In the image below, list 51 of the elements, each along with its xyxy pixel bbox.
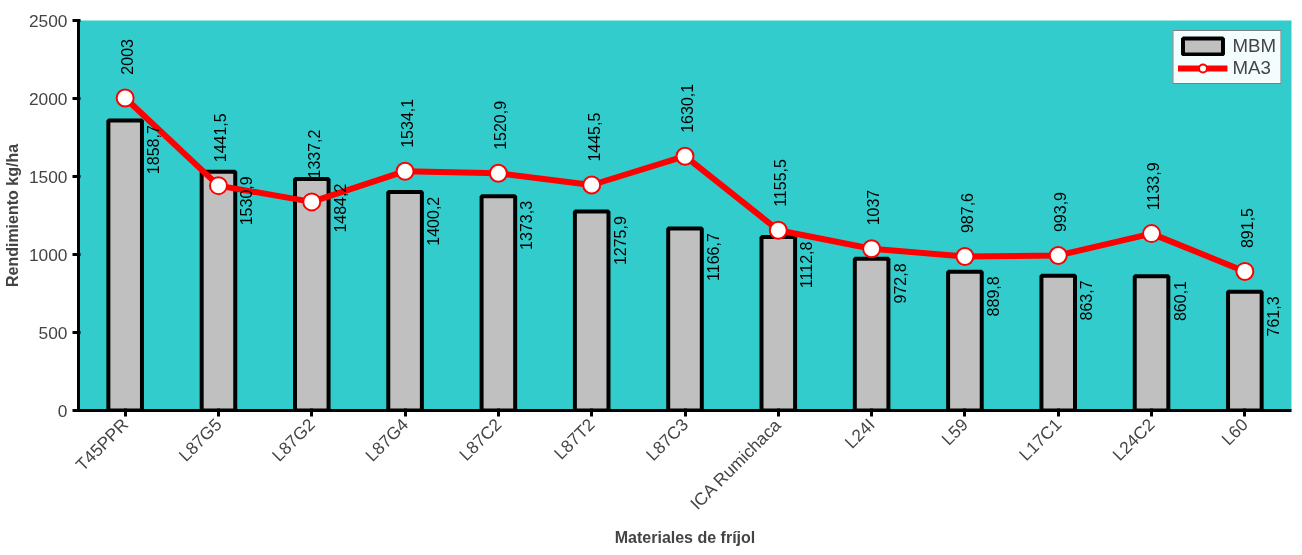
point [488, 163, 508, 183]
x-tick-label: L59 [937, 414, 972, 450]
data-label: 1858,7 [145, 125, 163, 175]
x-tick-label: L60 [1217, 414, 1252, 450]
data-label: 889,8 [984, 276, 1002, 317]
y-tick-label: 2000 [28, 88, 68, 109]
y-axis-title: Rendimiento kg/ha [3, 143, 21, 288]
point [208, 176, 228, 196]
y-tick-label: 2500 [28, 10, 68, 31]
point [395, 161, 415, 181]
point [1235, 261, 1255, 281]
data-label: 1337,2 [305, 129, 323, 179]
data-label: 1400,2 [425, 196, 443, 246]
legend-label: MBM [1232, 35, 1276, 57]
data-label: 1166,7 [704, 233, 722, 281]
data-label: 1520,9 [492, 100, 510, 150]
data-label: 1534,1 [398, 98, 416, 148]
y-tick-label: 0 [57, 400, 68, 421]
data-label: 1155,5 [772, 158, 790, 207]
data-label: 891,5 [1238, 207, 1256, 249]
data-label: 2003 [119, 38, 137, 75]
data-label: 1133,9 [1145, 162, 1163, 211]
data-label: 761,3 [1264, 296, 1282, 337]
data-label: 860,1 [1171, 280, 1189, 322]
y-tick-label: 500 [38, 322, 68, 343]
point [115, 88, 135, 108]
data-label: 1441,5 [212, 113, 230, 163]
data-label: 1484,2 [331, 183, 349, 233]
point [955, 246, 975, 266]
data-label: 1630,1 [678, 83, 696, 133]
legend-label: MA3 [1232, 57, 1271, 79]
point [302, 192, 322, 212]
point [1142, 224, 1162, 244]
point [862, 239, 882, 259]
data-label: 1112,8 [798, 241, 816, 289]
data-label: 1275,9 [611, 216, 629, 266]
data-label: 1445,5 [585, 112, 603, 162]
y-tick-label: 1500 [28, 166, 68, 187]
point [1048, 245, 1068, 265]
point [675, 146, 695, 166]
data-label: 1373,3 [518, 200, 536, 250]
data-label: 993,9 [1052, 191, 1070, 233]
data-label: 863,7 [1078, 280, 1096, 321]
point [582, 175, 602, 195]
data-label: 987,6 [958, 192, 976, 234]
point [768, 220, 788, 240]
x-axis-title: Materiales de fríjol [614, 528, 756, 546]
data-label: 1037 [865, 189, 883, 226]
data-label: 972,8 [891, 263, 909, 304]
y-tick-label: 1000 [28, 244, 68, 265]
data-label: 1530,9 [238, 176, 256, 226]
